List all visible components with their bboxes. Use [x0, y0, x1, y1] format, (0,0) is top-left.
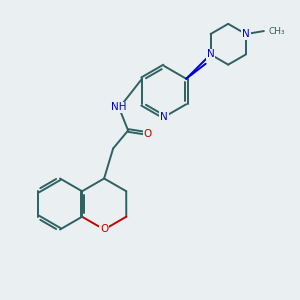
Text: N: N [242, 29, 250, 39]
Text: O: O [143, 128, 152, 139]
Text: N: N [207, 50, 214, 59]
Text: O: O [100, 224, 108, 235]
Text: NH: NH [111, 102, 126, 112]
Text: CH₃: CH₃ [268, 27, 285, 36]
Text: N: N [160, 112, 168, 122]
